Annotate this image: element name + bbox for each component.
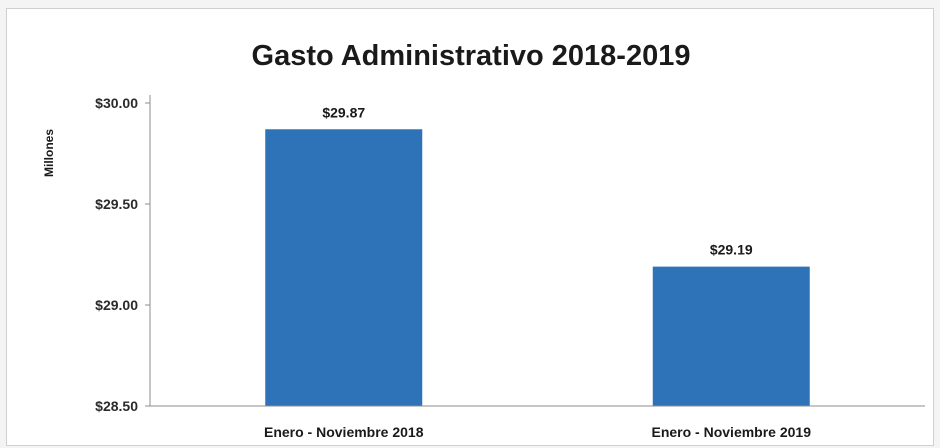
bar: [265, 129, 423, 406]
chart-title: Gasto Administrativo 2018-2019: [252, 40, 691, 72]
bars: [265, 129, 810, 406]
bar: [652, 266, 810, 406]
y-tick-label: $29.00: [95, 297, 138, 313]
data-labels: $29.87 $29.19: [322, 104, 753, 257]
y-axis-label: Millones: [42, 129, 56, 177]
y-axis-ticks: $28.50 $29.00 $29.50 $30.00: [95, 95, 150, 414]
bar-chart: Gasto Administrativo 2018-2019 Millones …: [42, 40, 925, 440]
data-label: $29.87: [322, 104, 365, 120]
x-axis-ticks: Enero - Noviembre 2018 Enero - Noviembre …: [264, 424, 811, 440]
y-tick-label: $30.00: [95, 95, 138, 111]
x-tick-label: Enero - Noviembre 2018: [264, 424, 424, 440]
data-label: $29.19: [710, 242, 753, 258]
y-tick-label: $28.50: [95, 398, 138, 414]
x-tick-label: Enero - Noviembre 2019: [651, 424, 811, 440]
chart-frame: Gasto Administrativo 2018-2019 Millones …: [6, 8, 934, 446]
y-tick-label: $29.50: [95, 196, 138, 212]
